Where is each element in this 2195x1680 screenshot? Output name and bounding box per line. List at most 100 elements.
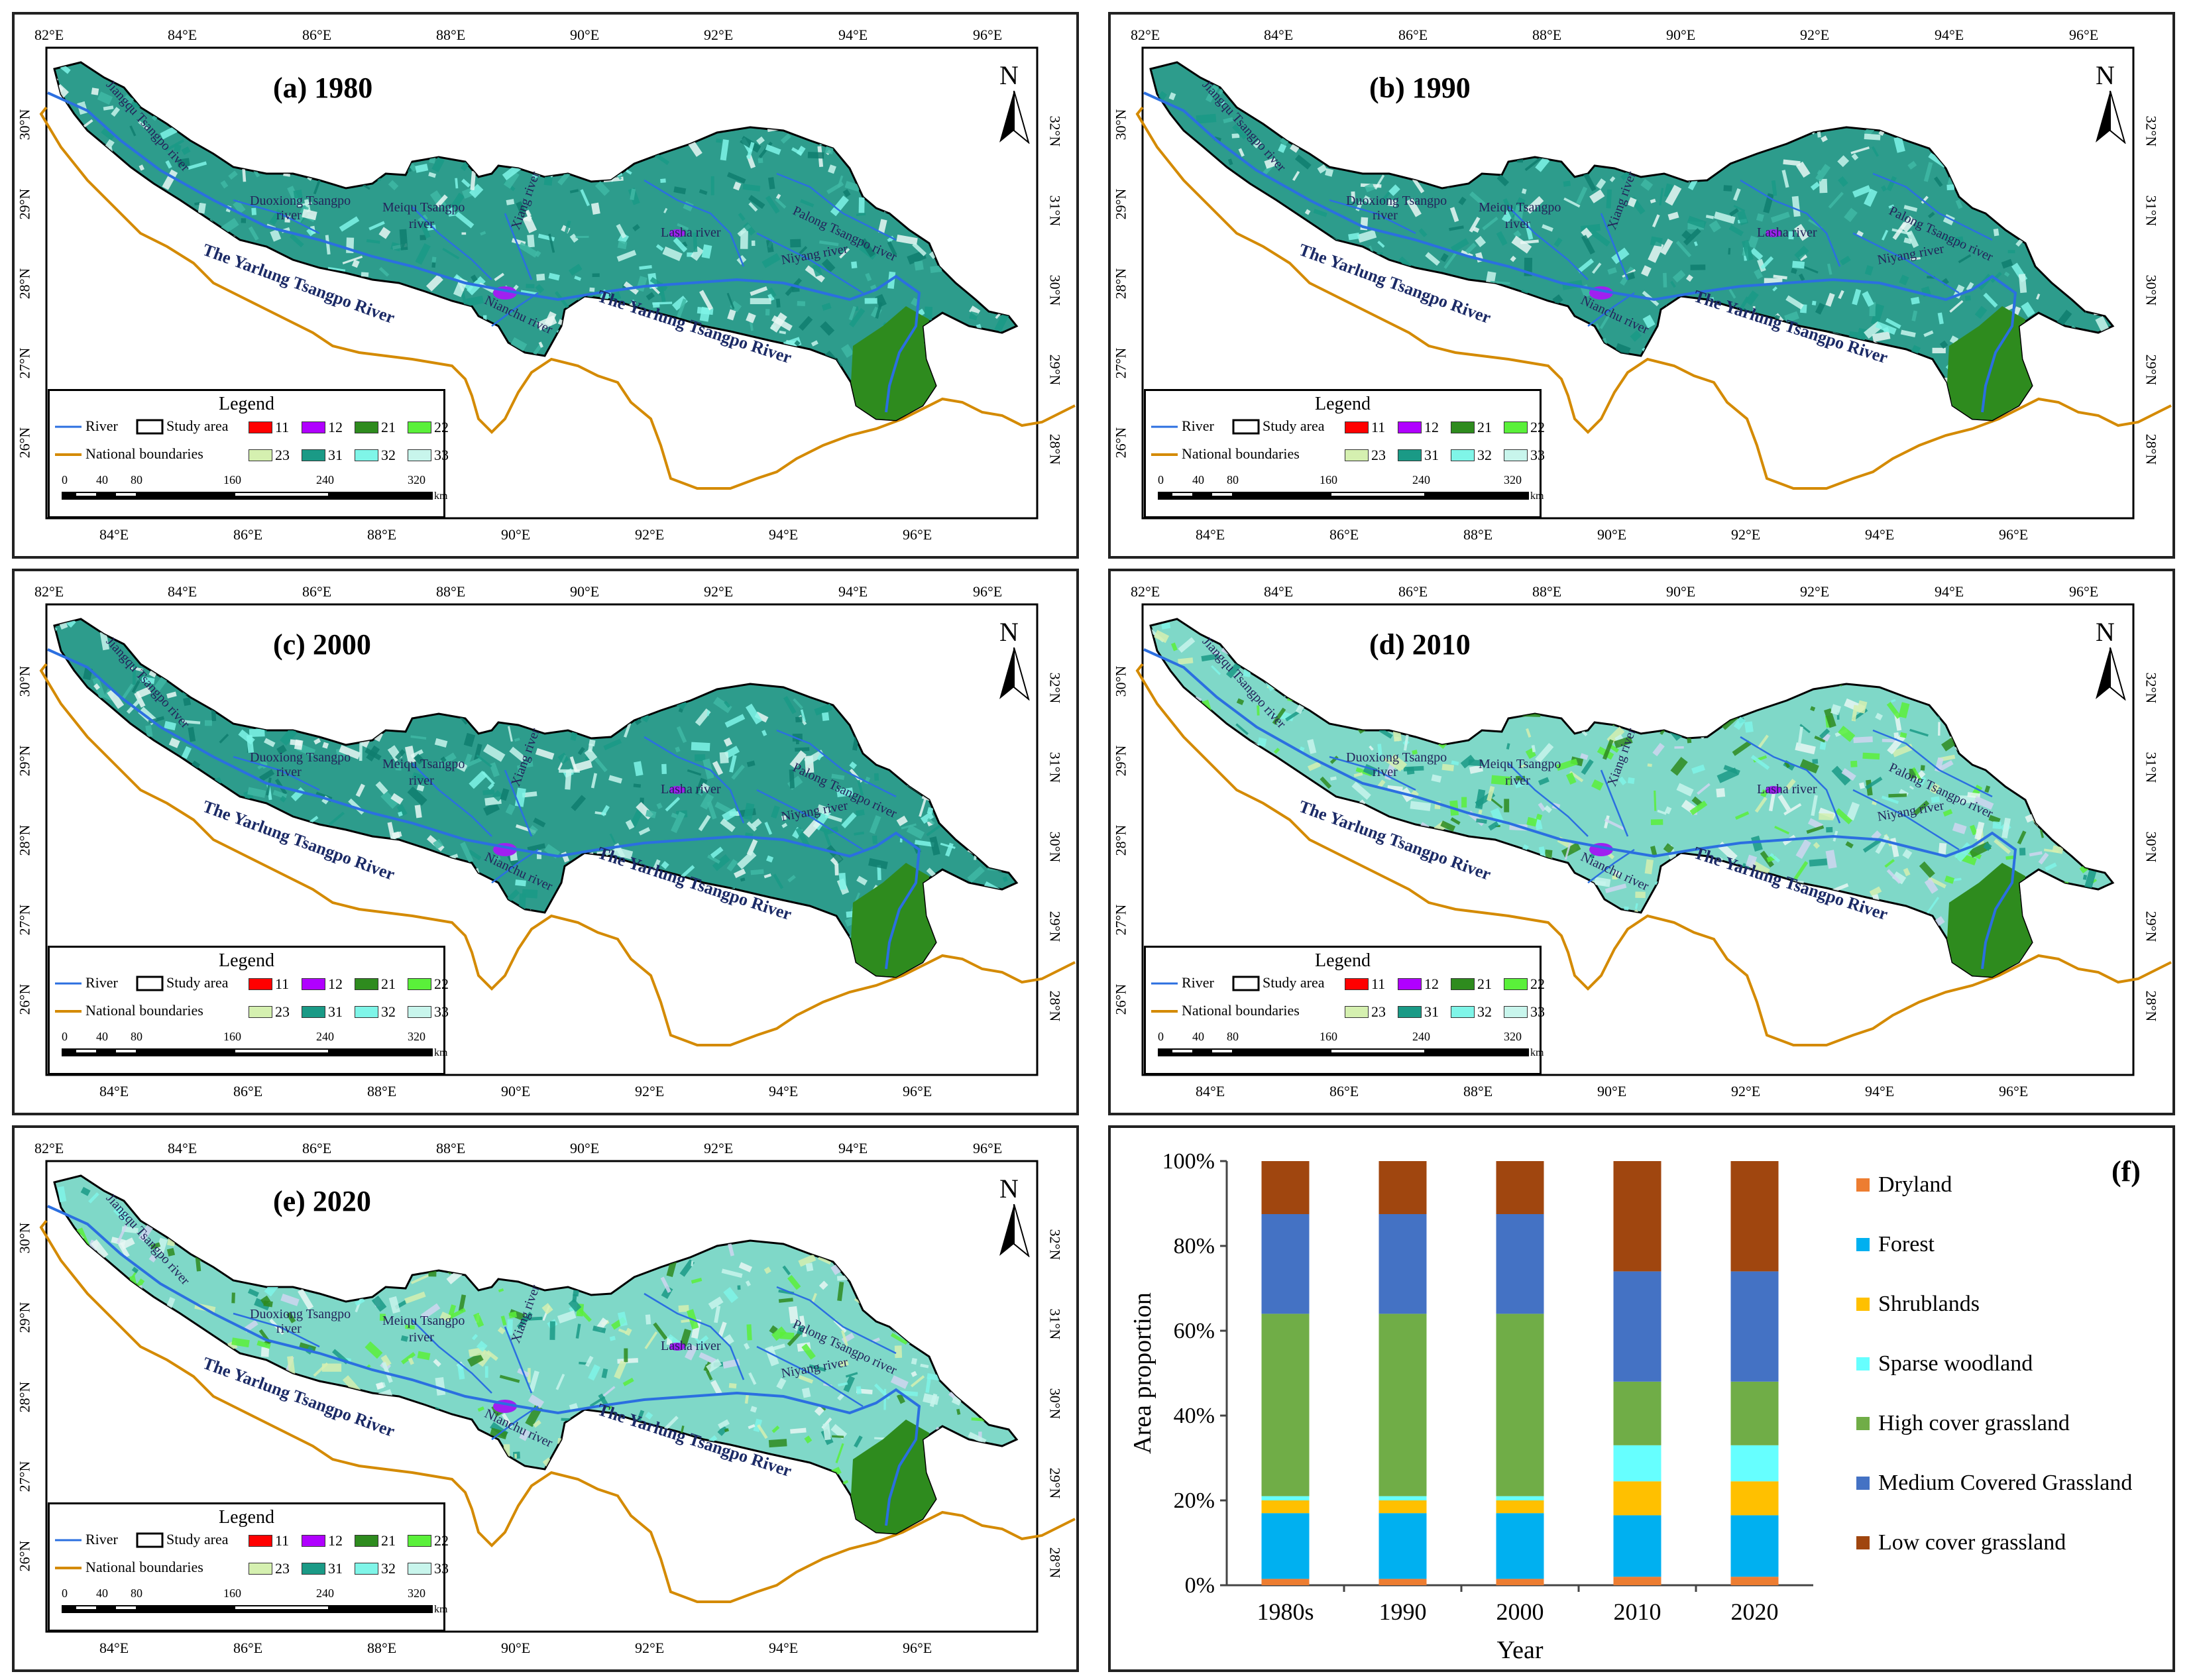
- x-tick-label: 1990: [1379, 1598, 1427, 1625]
- lon-tick-top: 94°E: [838, 1140, 868, 1156]
- chart-panel-f: 0% 20% 40% 60% 80% 100% 1980s 1990 2000 2010 2020 Y…: [1108, 1125, 2175, 1672]
- legend-class-label: 22: [1530, 419, 1545, 435]
- x-tick-label: 1980s: [1257, 1598, 1314, 1625]
- lon-tick-top: 90°E: [570, 27, 600, 43]
- lat-tick-left: 29°N: [1112, 745, 1129, 777]
- bar-segment-shrublands-2000: [1496, 1500, 1544, 1514]
- lat-tick-right: 30°N: [2143, 274, 2160, 306]
- map-canvas: [1135, 46, 2172, 520]
- river-line: [47, 648, 921, 970]
- lon-tick-top: 90°E: [1666, 583, 1696, 600]
- legend-class-label: 12: [328, 419, 343, 435]
- north-label: N: [999, 617, 1019, 647]
- legend-swatch-11: [249, 421, 272, 433]
- lat-tick-right: 31°N: [2143, 752, 2160, 783]
- scale-label: 320: [1504, 473, 1522, 486]
- lon-tick-bottom: 88°E: [367, 526, 397, 543]
- legend-swatch-32: [1451, 449, 1475, 461]
- bar-segment-low-cover-grassland-2000: [1496, 1161, 1544, 1214]
- scale-label: 320: [1504, 1030, 1522, 1043]
- map-label-duoxiong: Duoxiong Tsangpo: [250, 750, 351, 765]
- legend-study-area-label: Study area: [166, 418, 229, 434]
- bar-segment-low-cover-grassland-2020: [1730, 1161, 1779, 1272]
- bar-segment-sparse-woodland-2000: [1496, 1496, 1544, 1500]
- river-line: [233, 199, 320, 235]
- lon-tick-bottom: 88°E: [367, 1640, 397, 1656]
- x-tick-label: 2000: [1496, 1598, 1544, 1625]
- map-frame: [1141, 46, 2135, 520]
- map-label-meiqu2: river: [1505, 217, 1530, 231]
- forest-region: [851, 1420, 936, 1534]
- bar-segment-shrublands-2010: [1613, 1481, 1661, 1516]
- bar-segment-forest-2000: [1496, 1513, 1544, 1579]
- river-line: [412, 1319, 492, 1394]
- scale-label: 0: [62, 1030, 68, 1043]
- map-panel-a: (a) 1980 N 82°E 84°E 86°E 88°E 90°E 92°E 94°E 96°…: [12, 12, 1079, 559]
- scale-unit: km: [1530, 490, 1544, 502]
- lon-tick-bottom: 94°E: [1865, 526, 1895, 543]
- river-line: [491, 292, 539, 327]
- legend-national-label: National boundaries: [1182, 1002, 1300, 1019]
- river-line: [756, 232, 864, 294]
- legend-swatch-low-cover-grassland: [1856, 1536, 1870, 1549]
- lon-tick-bottom: 84°E: [99, 1640, 129, 1656]
- bar-segment-high-cover-grassland-2000: [1496, 1314, 1544, 1496]
- scale-label: 40: [96, 1587, 108, 1600]
- bar-segment-dryland-2020: [1730, 1577, 1779, 1585]
- river-line: [412, 206, 492, 280]
- lat-tick-left: 26°N: [16, 983, 33, 1015]
- river-line: [1508, 206, 1589, 280]
- legend-swatch-33: [408, 1006, 431, 1018]
- map-label-duoxiong2: river: [276, 1321, 302, 1336]
- x-tick-label: 2020: [1731, 1598, 1779, 1625]
- legend-title: Legend: [219, 950, 274, 971]
- legend-box: Legend River Study area National boundaries…: [1144, 389, 1545, 518]
- legend-swatch-32: [1451, 1006, 1475, 1018]
- river-line: [756, 1345, 864, 1408]
- lat-tick-left: 28°N: [1112, 268, 1129, 300]
- lon-tick-top: 92°E: [704, 1140, 734, 1156]
- lon-tick-top: 82°E: [34, 583, 64, 600]
- lat-tick-left: 29°N: [16, 188, 33, 220]
- lon-tick-bottom: 92°E: [1731, 1083, 1761, 1099]
- y-tick-label: 20%: [1174, 1488, 1215, 1513]
- map-canvas: [39, 46, 1076, 520]
- legend-label: Shrublands: [1878, 1292, 1980, 1316]
- legend-class-label: 32: [1477, 447, 1492, 463]
- legend-box: Legend River Study area National boundaries…: [48, 389, 449, 518]
- bar-segment-shrublands-1980s: [1261, 1500, 1310, 1514]
- lat-tick-left: 27°N: [1112, 347, 1129, 379]
- lon-tick-top: 88°E: [436, 583, 466, 600]
- map-label-meiqu: Meiqu Tsangpo: [1479, 200, 1561, 215]
- lat-tick-left: 30°N: [16, 1222, 33, 1254]
- legend-swatch-33: [408, 1563, 431, 1575]
- lon-tick-bottom: 88°E: [367, 1083, 397, 1099]
- legend-class-label: 33: [1530, 447, 1545, 463]
- north-arrow-icon: [999, 1204, 1030, 1257]
- legend-study-area-label: Study area: [1263, 974, 1325, 991]
- legend-swatch-33: [1504, 1006, 1528, 1018]
- scale-bar: [1158, 1048, 1529, 1056]
- lon-tick-top: 82°E: [1131, 583, 1160, 600]
- scale-unit: km: [1530, 1047, 1544, 1058]
- legend-swatch-23: [1345, 1006, 1369, 1018]
- lat-tick-right: 28°N: [1046, 1547, 1064, 1579]
- lon-tick-bottom: 86°E: [233, 1083, 263, 1099]
- legend-class-label: 32: [1477, 1003, 1492, 1020]
- legend-class-label: 12: [1424, 976, 1439, 992]
- bar-segment-dryland-1980s: [1261, 1579, 1310, 1585]
- river-line: [1587, 848, 1635, 883]
- bar-segment-forest-1990: [1379, 1513, 1427, 1579]
- legend-class-label: 31: [328, 1003, 343, 1020]
- river-line: [1872, 729, 1993, 798]
- lon-tick-top: 92°E: [704, 27, 734, 43]
- lat-tick-right: 30°N: [1046, 1388, 1064, 1420]
- legend-river-label: River: [85, 1531, 118, 1547]
- lat-tick-right: 28°N: [2143, 433, 2160, 465]
- legend-symbols: [55, 976, 433, 1056]
- scale-label: 240: [1412, 473, 1430, 486]
- scale-label: 80: [131, 473, 142, 486]
- lon-tick-top: 92°E: [704, 583, 734, 600]
- bar-segment-low-cover-grassland-2010: [1613, 1161, 1661, 1272]
- lon-tick-bottom: 96°E: [903, 1640, 932, 1656]
